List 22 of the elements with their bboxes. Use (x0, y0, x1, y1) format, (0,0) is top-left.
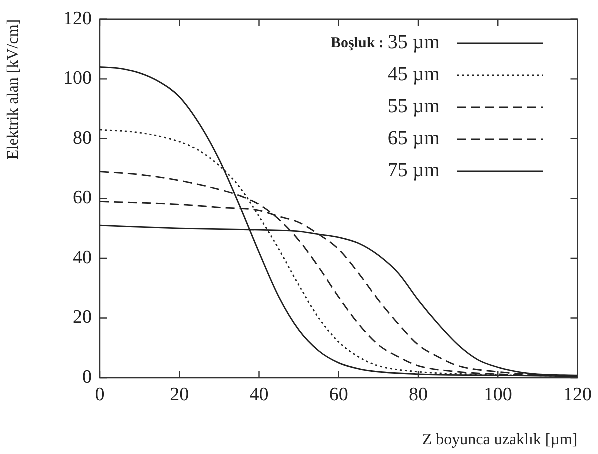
x-tick-label: 0 (95, 384, 105, 406)
y-tick-label: 20 (73, 307, 92, 328)
x-tick-label: 100 (484, 384, 512, 406)
x-axis-title: Z boyunca uzaklık [µm] (422, 432, 578, 449)
x-tick-label: 120 (564, 384, 592, 406)
y-tick-label: 60 (73, 188, 92, 209)
y-tick-label: 120 (64, 8, 92, 30)
y-tick-label: 40 (73, 247, 92, 268)
x-tick-label: 40 (250, 384, 269, 406)
x-tick-label: 80 (409, 384, 428, 406)
legend-label: 55 µm (388, 96, 440, 118)
x-tick-label: 60 (329, 384, 348, 406)
y-axis-title: Elektrik alan [kV/cm] (4, 19, 22, 160)
x-tick-label: 20 (170, 384, 190, 406)
legend-label: 65 µm (388, 128, 440, 150)
y-tick-label: 80 (73, 128, 92, 149)
legend-label: 45 µm (388, 64, 440, 86)
legend-label: 75 µm (388, 160, 440, 182)
y-tick-label: 100 (64, 68, 92, 90)
legend-label: 35 µm (388, 32, 440, 54)
legend-title: Boşluk : (330, 35, 384, 52)
y-tick-label: 0 (82, 366, 92, 388)
